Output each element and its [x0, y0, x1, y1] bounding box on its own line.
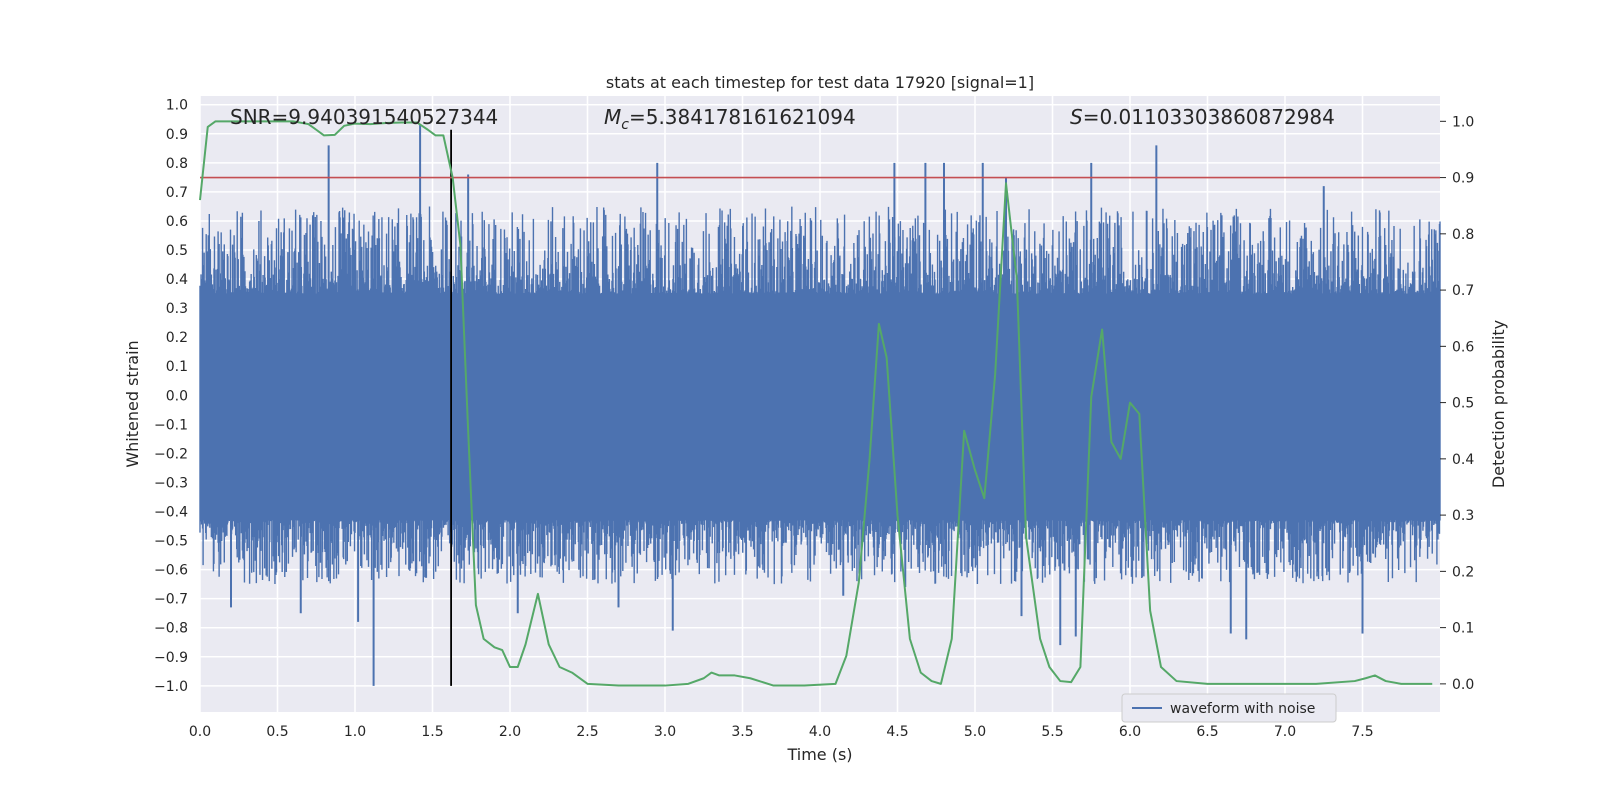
y-left-tick-label: −0.4 [154, 505, 188, 521]
x-tick-label: 0.5 [266, 724, 288, 740]
waveform-with-noise-series [199, 125, 1441, 686]
x-tick-label: 6.0 [1119, 724, 1141, 740]
chirp-mass-annotation: Mc=5.384178161621094 [604, 105, 856, 133]
y-right-tick-label: 0.0 [1452, 677, 1474, 693]
x-tick-label: 3.5 [731, 724, 753, 740]
y-right-tick-label: 0.6 [1452, 339, 1474, 355]
y-right-tick-label: 0.9 [1452, 171, 1474, 187]
x-tick-label: 0.0 [189, 724, 211, 740]
detection-probability-line [199, 120, 1433, 687]
chart-title: stats at each timestep for test data 179… [606, 73, 1034, 92]
s-value: =0.01103303860872984 [1083, 105, 1335, 129]
y-left-tick-label: −1.0 [154, 679, 188, 695]
y-right-axis-ticks: 1.0 0.9 0.8 0.7 0.6 0.5 0.4 0.3 0.2 0.1 0.0 [1440, 114, 1474, 693]
y-right-tick-label: 0.4 [1452, 452, 1474, 468]
chirp-mass-symbol: M [604, 105, 621, 129]
y-left-tick-label: −0.9 [154, 650, 188, 666]
x-axis-ticks: 0.0 0.5 1.0 1.5 2.0 2.5 3.0 3.5 4.0 4.5 5.0 5.5 6.0 6… [189, 724, 1374, 740]
x-tick-label: 6.5 [1196, 724, 1218, 740]
s-annotation: S=0.01103303860872984 [1070, 105, 1335, 129]
y-right-tick-label: 0.5 [1452, 396, 1474, 412]
chirp-mass-value: =5.384178161621094 [629, 105, 856, 129]
x-tick-label: 5.5 [1041, 724, 1063, 740]
chirp-mass-subscript: c [621, 117, 629, 133]
x-tick-label: 5.0 [964, 724, 986, 740]
y-left-tick-label: 0.0 [166, 388, 188, 404]
legend-box [1121, 693, 1337, 723]
x-tick-label: 7.5 [1351, 724, 1373, 740]
snr-annotation: SNR=9.940391540527344 [230, 105, 498, 129]
y-left-tick-label: 0.9 [166, 127, 188, 143]
y-left-tick-label: 0.3 [166, 301, 188, 317]
x-tick-label: 4.5 [886, 724, 908, 740]
legend-label-waveform: waveform with noise [1170, 701, 1315, 717]
y-right-tick-label: 0.7 [1452, 283, 1474, 299]
x-tick-label: 2.0 [499, 724, 521, 740]
y-right-tick-label: 0.2 [1452, 564, 1474, 580]
y-left-tick-label: 0.4 [166, 272, 188, 288]
detection-probability-layer [199, 120, 1440, 687]
y-right-tick-label: 0.8 [1452, 227, 1474, 243]
y-right-tick-label: 0.1 [1452, 621, 1474, 637]
y-left-tick-label: −0.5 [154, 534, 188, 550]
y-right-tick-label: 1.0 [1452, 114, 1474, 130]
y-right-axis-label: Detection probability [1489, 320, 1508, 488]
y-left-tick-label: 0.5 [166, 243, 188, 259]
y-left-tick-label: −0.6 [154, 563, 188, 579]
legend: waveform with noise [1121, 693, 1337, 723]
y-left-tick-label: 0.6 [166, 214, 188, 230]
waveform-core-band [200, 302, 1440, 506]
y-left-tick-label: −0.3 [154, 475, 188, 491]
x-tick-label: 1.0 [344, 724, 366, 740]
s-symbol: S [1070, 105, 1083, 129]
y-left-tick-label: 0.8 [166, 156, 188, 172]
y-left-tick-label: −0.2 [154, 446, 188, 462]
y-right-tick-label: 0.3 [1452, 508, 1474, 524]
x-axis-label: Time (s) [786, 745, 852, 764]
y-left-axis-ticks: 1.0 0.9 0.8 0.7 0.6 0.5 0.4 0.3 0.2 0.1 0.0 −0.1 −0.… [154, 98, 188, 695]
y-left-tick-label: 0.2 [166, 330, 188, 346]
y-left-tick-label: −0.8 [154, 621, 188, 637]
x-tick-label: 1.5 [421, 724, 443, 740]
x-tick-label: 7.0 [1274, 724, 1296, 740]
y-left-tick-label: 0.7 [166, 185, 188, 201]
y-left-tick-label: 0.1 [166, 359, 188, 375]
x-tick-label: 2.5 [576, 724, 598, 740]
y-left-tick-label: −0.7 [154, 592, 188, 608]
x-tick-label: 3.0 [654, 724, 676, 740]
x-tick-label: 4.0 [809, 724, 831, 740]
y-left-axis-label: Whitened strain [123, 340, 142, 467]
y-left-tick-label: −0.1 [154, 417, 188, 433]
y-left-tick-label: 1.0 [166, 98, 188, 114]
